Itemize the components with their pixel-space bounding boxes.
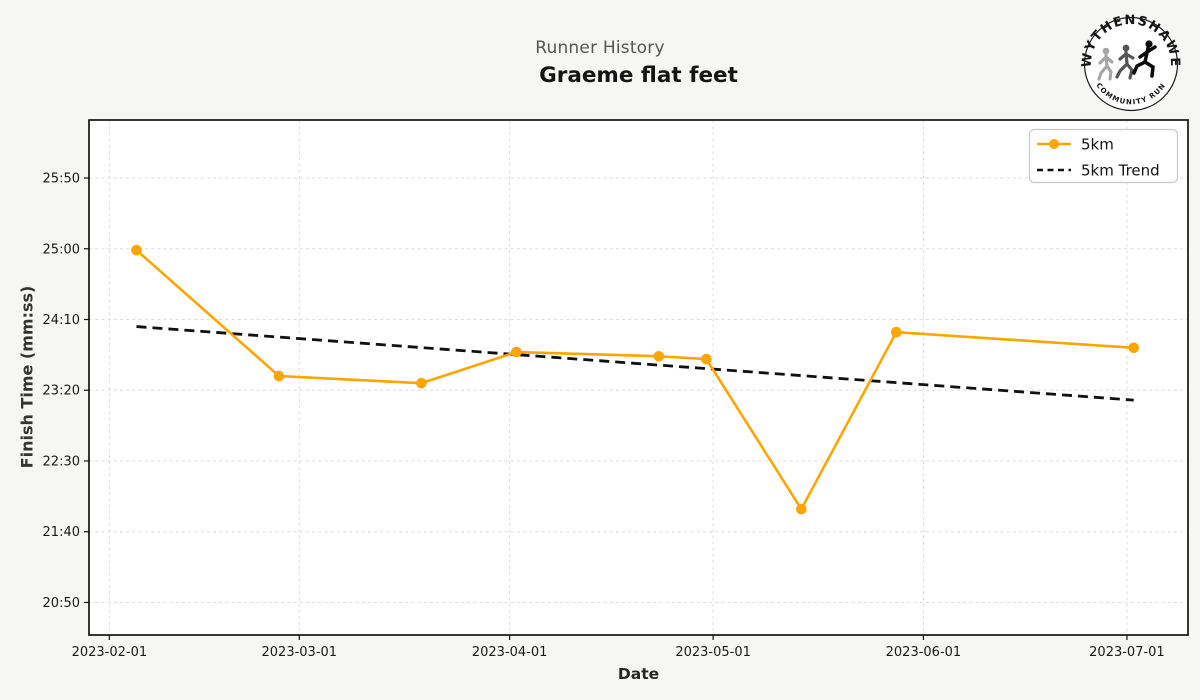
y-tick-label: 24:10 <box>43 313 80 328</box>
runner-silhouette-icon <box>1115 44 1135 80</box>
series-point <box>416 377 427 389</box>
runner-silhouette-icon <box>1132 40 1157 78</box>
y-tick-label: 25:50 <box>43 172 80 187</box>
x-tick-label: 2023-06-01 <box>886 645 962 660</box>
y-tick-label: 22:30 <box>43 454 80 469</box>
trend-line <box>136 325 1134 402</box>
wythenshawe-community-run-logo-icon: WYTHENSHAWE COMMUNITY RUN <box>1079 13 1181 112</box>
series-point <box>131 244 142 256</box>
x-tick-label: 2023-02-01 <box>72 645 148 660</box>
legend-trend-label: 5km Trend <box>1081 162 1160 180</box>
y-axis-label: Finish Time (mm:ss) <box>17 285 37 469</box>
chart-legend: 5km 5km Trend <box>1028 128 1179 184</box>
x-tick-label: 2023-03-01 <box>262 645 338 660</box>
chart-layers: 2023-02-01 2023-03-01 2023-04-01 2023-05-01… <box>43 119 1189 660</box>
logo-ring <box>1083 16 1179 112</box>
y-tick-label: 21:40 <box>43 525 80 540</box>
y-tick-label: 20:50 <box>43 596 80 611</box>
series-point <box>890 326 902 338</box>
plot-area <box>89 120 1188 635</box>
legend-series-marker-icon <box>1049 139 1059 149</box>
chart-subtitle: Runner History <box>535 38 665 58</box>
series-point <box>511 346 522 358</box>
series-point <box>701 353 712 365</box>
x-axis-label: Date <box>617 665 660 683</box>
y-tick-label: 25:00 <box>43 242 80 257</box>
legend-series-label: 5km <box>1081 136 1114 154</box>
series-point <box>273 370 285 382</box>
plot-border <box>88 119 1189 636</box>
x-tick-label: 2023-07-01 <box>1089 645 1165 660</box>
series-point <box>653 350 665 362</box>
y-tick-label: 23:20 <box>43 384 80 399</box>
x-tick-label: 2023-04-01 <box>472 645 548 660</box>
chart-title: Graeme flat feet <box>539 63 738 88</box>
series-point <box>796 503 807 515</box>
series-point <box>1128 342 1140 354</box>
runner-silhouette-icon <box>1097 47 1114 81</box>
x-tick-label: 2023-05-01 <box>675 645 751 660</box>
